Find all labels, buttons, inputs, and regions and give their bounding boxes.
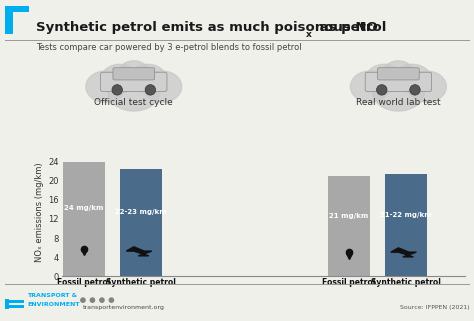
Bar bbox=[63, 162, 105, 276]
Text: ENVIRONMENT: ENVIRONMENT bbox=[27, 302, 80, 307]
Text: Synthetic petrol emits as much poisonous NO: Synthetic petrol emits as much poisonous… bbox=[0, 320, 1, 321]
Text: Real world lab test: Real world lab test bbox=[356, 98, 441, 107]
Text: Synthetic petrol: Synthetic petrol bbox=[371, 278, 441, 287]
Y-axis label: NOₓ emissions (mg/km): NOₓ emissions (mg/km) bbox=[35, 162, 44, 262]
Text: Synthetic petrol emits as much poisonous NO: Synthetic petrol emits as much poisonous… bbox=[36, 21, 377, 34]
Text: TRANSPORT &: TRANSPORT & bbox=[27, 293, 78, 299]
Text: as petrol: as petrol bbox=[315, 21, 387, 34]
Text: Fossil petrol: Fossil petrol bbox=[57, 278, 111, 287]
Text: 22-23 mg/km: 22-23 mg/km bbox=[116, 209, 167, 215]
Bar bbox=[328, 176, 370, 276]
Text: Synthetic petrol: Synthetic petrol bbox=[106, 278, 176, 287]
Text: Official test cycle: Official test cycle bbox=[94, 98, 173, 107]
Polygon shape bbox=[126, 247, 152, 256]
Bar bbox=[385, 174, 427, 276]
Text: Fossil petrol: Fossil petrol bbox=[322, 278, 375, 287]
Text: 21-22 mg/km: 21-22 mg/km bbox=[380, 212, 432, 218]
Text: 21 mg/km: 21 mg/km bbox=[329, 213, 368, 219]
Bar bbox=[120, 169, 162, 276]
Polygon shape bbox=[391, 248, 417, 257]
Text: Tests compare car powered by 3 e-petrol blends to fossil petrol: Tests compare car powered by 3 e-petrol … bbox=[36, 43, 301, 52]
Text: 24 mg/km: 24 mg/km bbox=[64, 204, 104, 211]
Text: x: x bbox=[306, 30, 311, 39]
Text: Source: IFPPEN (2021): Source: IFPPEN (2021) bbox=[400, 305, 469, 310]
Text: transportenvironment.org: transportenvironment.org bbox=[83, 305, 165, 310]
